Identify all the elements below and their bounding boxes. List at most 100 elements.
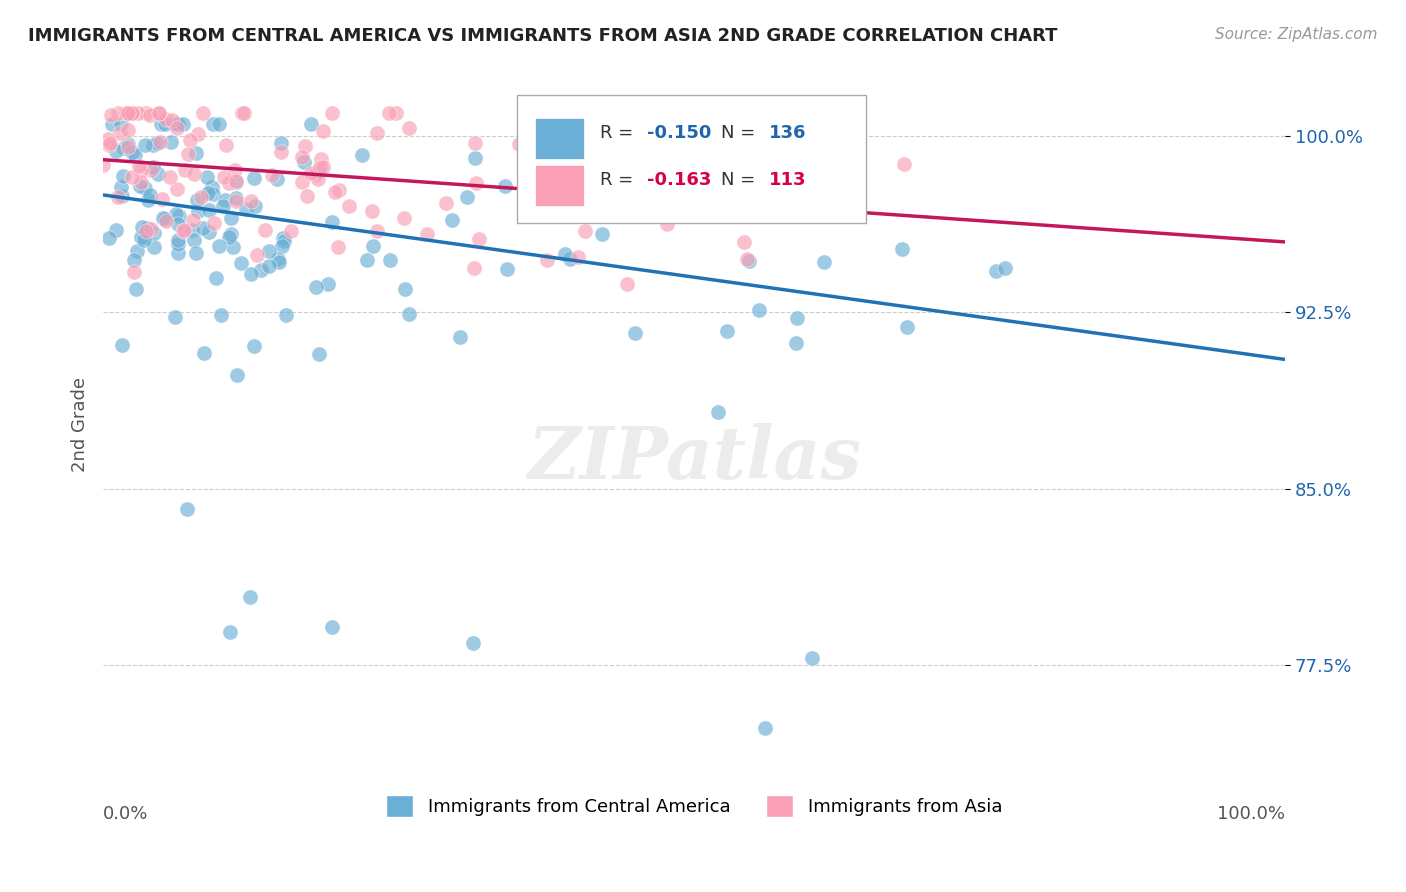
- Point: [136, 193, 159, 207]
- Text: R =: R =: [599, 171, 638, 189]
- Point: [202, 187, 225, 202]
- Point: [295, 188, 318, 202]
- Point: [398, 121, 420, 136]
- Point: [145, 136, 167, 150]
- Point: [139, 163, 162, 178]
- Point: [190, 190, 212, 204]
- Point: [291, 175, 314, 189]
- Point: [242, 338, 264, 352]
- Point: [494, 178, 516, 193]
- Point: [394, 282, 416, 296]
- Text: N =: N =: [721, 171, 761, 189]
- Point: [129, 179, 152, 194]
- Point: [738, 254, 761, 268]
- Point: [464, 151, 486, 165]
- Point: [793, 185, 815, 199]
- Point: [307, 164, 329, 178]
- Point: [219, 211, 242, 225]
- Legend: Immigrants from Central America, Immigrants from Asia: Immigrants from Central America, Immigra…: [378, 788, 1010, 824]
- Point: [714, 178, 737, 192]
- Point: [463, 636, 485, 650]
- Point: [616, 277, 638, 292]
- Point: [544, 169, 567, 184]
- Point: [416, 227, 439, 241]
- Point: [292, 155, 315, 169]
- Point: [160, 136, 183, 150]
- Point: [165, 207, 187, 221]
- Point: [153, 118, 176, 132]
- Point: [266, 172, 288, 186]
- Point: [553, 190, 575, 204]
- Point: [463, 261, 485, 276]
- Point: [620, 188, 643, 202]
- Point: [456, 190, 478, 204]
- Text: ZIPatlas: ZIPatlas: [527, 423, 862, 494]
- Point: [671, 186, 693, 201]
- Point: [197, 226, 219, 240]
- Text: 0.0%: 0.0%: [103, 805, 149, 823]
- Point: [129, 230, 152, 244]
- Point: [191, 105, 214, 120]
- Point: [121, 145, 143, 159]
- Point: [181, 213, 204, 227]
- Point: [350, 148, 373, 162]
- Point: [167, 233, 190, 247]
- Point: [131, 220, 153, 235]
- Point: [326, 240, 349, 254]
- Point: [398, 308, 420, 322]
- Point: [201, 180, 224, 194]
- Point: [125, 282, 148, 296]
- Point: [208, 118, 231, 132]
- Point: [801, 651, 824, 665]
- Point: [128, 159, 150, 173]
- Point: [153, 212, 176, 227]
- Point: [679, 167, 702, 181]
- Point: [290, 151, 312, 165]
- Point: [117, 105, 139, 120]
- Point: [148, 167, 170, 181]
- Point: [174, 163, 197, 178]
- Point: [177, 147, 200, 161]
- Point: [134, 234, 156, 248]
- Point: [124, 147, 146, 161]
- Point: [179, 133, 201, 147]
- Point: [235, 202, 257, 217]
- Point: [204, 270, 226, 285]
- Point: [735, 252, 758, 267]
- Point: [202, 118, 225, 132]
- Point: [148, 105, 170, 120]
- Point: [754, 722, 776, 736]
- Point: [187, 127, 209, 141]
- Point: [195, 170, 218, 185]
- Point: [224, 162, 246, 177]
- Point: [309, 152, 332, 166]
- Point: [591, 227, 613, 242]
- Point: [356, 253, 378, 268]
- Point: [136, 221, 159, 235]
- Point: [122, 265, 145, 279]
- Point: [127, 105, 149, 120]
- Point: [104, 223, 127, 237]
- Point: [240, 268, 263, 282]
- Point: [623, 106, 645, 120]
- Point: [361, 239, 384, 253]
- Point: [624, 326, 647, 340]
- Point: [321, 105, 343, 120]
- Point: [209, 309, 232, 323]
- Point: [115, 105, 138, 120]
- Point: [366, 224, 388, 238]
- Point: [271, 239, 294, 253]
- Point: [716, 324, 738, 338]
- Point: [122, 105, 145, 120]
- Point: [219, 227, 242, 241]
- Point: [813, 255, 835, 269]
- Point: [118, 105, 141, 120]
- FancyBboxPatch shape: [534, 118, 585, 159]
- Point: [186, 245, 208, 260]
- Point: [225, 175, 247, 189]
- Point: [554, 247, 576, 261]
- Point: [135, 105, 157, 120]
- Point: [533, 107, 555, 121]
- Point: [270, 136, 292, 151]
- Point: [309, 161, 332, 175]
